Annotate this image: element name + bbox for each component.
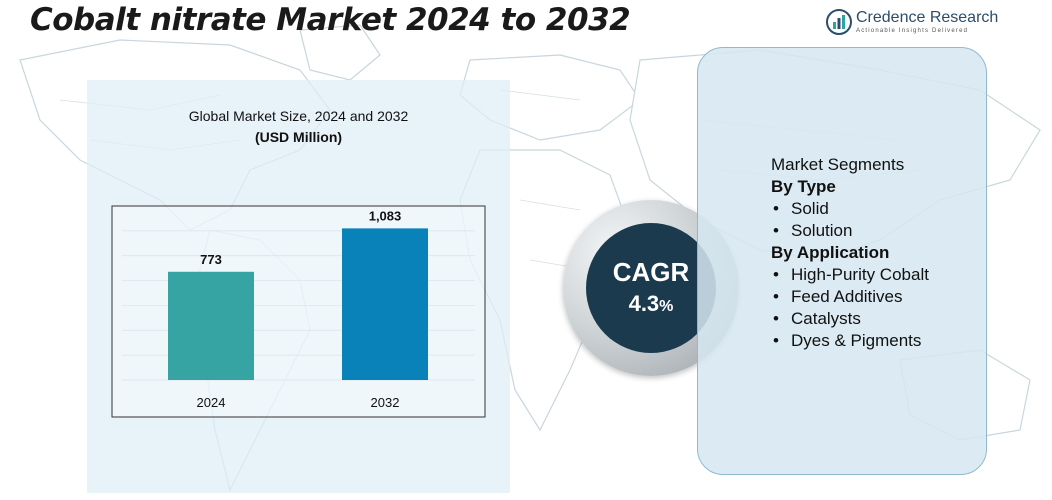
segment-item: • Solution <box>771 220 981 242</box>
segment-item-label: Feed Additives <box>791 287 903 306</box>
segments-list: Market Segments By Type • Solid • Solution By… <box>771 154 981 352</box>
segment-item-label: High-Purity Cobalt <box>791 265 929 284</box>
bar-2032 <box>342 228 428 380</box>
segments-panel: Market Segments By Type • Solid • Solution By… <box>697 47 987 475</box>
bullet-icon: • <box>773 331 779 350</box>
chart-unit-label: (USD Million) <box>254 129 343 145</box>
segment-item: • Solid <box>771 198 981 220</box>
brand[interactable]: Credence Research Actionable Insights De… <box>826 8 999 38</box>
segment-group-title: By Application <box>771 243 890 262</box>
bar-chart: 773 2024 1,083 2032 <box>111 205 486 418</box>
x-tick-label: 2032 <box>371 395 400 410</box>
segment-item: • Catalysts <box>771 308 981 330</box>
rising-bars-logo-icon <box>826 9 852 35</box>
segment-item-label: Dyes & Pigments <box>791 331 922 350</box>
bullet-icon: • <box>773 199 779 218</box>
segment-item: • High-Purity Cobalt <box>771 264 981 286</box>
segment-group-title: By Type <box>771 177 836 196</box>
bullet-icon: • <box>773 221 779 240</box>
segment-item: • Feed Additives <box>771 286 981 308</box>
segment-item-label: Solution <box>791 221 853 240</box>
bar-2024 <box>168 271 254 380</box>
segments-heading: Market Segments <box>771 155 905 174</box>
bar-value-label: 773 <box>200 252 222 267</box>
plot-frame <box>111 205 486 418</box>
cagr-number: 4.3 <box>628 291 660 316</box>
bullet-icon: • <box>773 309 779 328</box>
bullet-icon: • <box>773 265 779 284</box>
chart-title: Global Market Size, 2024 and 2032 <box>188 108 409 124</box>
cagr-value: 4.3% <box>586 291 716 317</box>
chart-panel: Global Market Size, 2024 and 2032 (USD M… <box>87 80 510 493</box>
segment-item: • Dyes & Pigments <box>771 330 981 352</box>
cagr-unit: % <box>659 298 674 315</box>
segment-item-label: Solid <box>791 199 829 218</box>
cagr-badge: CAGR 4.3% <box>586 223 716 353</box>
x-tick-label: 2024 <box>197 395 226 410</box>
page-title: Cobalt nitrate Market 2024 to 2032 <box>30 2 631 38</box>
brand-tagline: Actionable Insights Delivered <box>856 28 969 34</box>
bullet-icon: • <box>773 287 779 306</box>
segment-item-label: Catalysts <box>791 309 861 328</box>
cagr-label: CAGR <box>612 257 690 287</box>
bar-value-label: 1,083 <box>369 208 402 223</box>
brand-name: Credence Research <box>856 9 999 26</box>
